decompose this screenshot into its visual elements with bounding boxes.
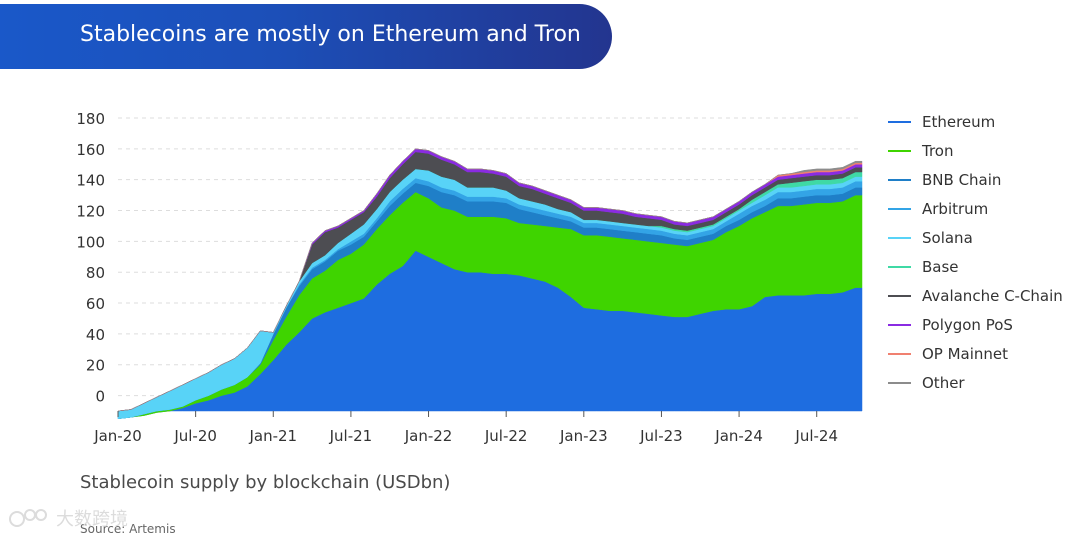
y-tick-label-20: 20 bbox=[86, 357, 105, 375]
legend: Ethereum Tron BNB Chain Arbitrum Solana Base A… bbox=[888, 107, 1078, 397]
legend-swatch-base bbox=[888, 265, 911, 268]
legend-item-ethereum: Ethereum bbox=[888, 107, 1078, 136]
legend-swatch-bnb-chain bbox=[888, 178, 911, 181]
legend-swatch-op-mainnet bbox=[888, 352, 911, 355]
legend-label-base: Base bbox=[922, 257, 959, 276]
legend-label-arbitrum: Arbitrum bbox=[922, 199, 989, 218]
watermark-text: 大数跨境 bbox=[56, 509, 128, 530]
x-tick-label-jan-22: Jan-22 bbox=[404, 427, 453, 445]
y-tick-label-40: 40 bbox=[86, 326, 105, 344]
legend-label-solana: Solana bbox=[922, 228, 973, 247]
y-tick-label-80: 80 bbox=[86, 264, 105, 282]
legend-swatch-solana bbox=[888, 236, 911, 239]
legend-swatch-tron bbox=[888, 149, 911, 152]
y-tick-label-60: 60 bbox=[86, 295, 105, 313]
legend-item-tron: Tron bbox=[888, 136, 1078, 165]
legend-item-other: Other bbox=[888, 368, 1078, 397]
y-tick-label-160: 160 bbox=[76, 141, 105, 159]
series-areas bbox=[117, 148, 863, 419]
legend-item-bnb-chain: BNB Chain bbox=[888, 165, 1078, 194]
legend-label-tron: Tron bbox=[922, 141, 954, 160]
x-tick-label-jul-22: Jul-22 bbox=[484, 427, 528, 445]
x-tick-label-jan-21: Jan-21 bbox=[248, 427, 297, 445]
legend-swatch-polygon-pos bbox=[888, 323, 911, 326]
y-tick-label-180: 180 bbox=[76, 110, 105, 128]
legend-label-ethereum: Ethereum bbox=[922, 112, 996, 131]
legend-item-avalanche-c-chain: Avalanche C-Chain bbox=[888, 281, 1078, 310]
y-tick-label-120: 120 bbox=[76, 203, 105, 221]
legend-label-op-mainnet: OP Mainnet bbox=[922, 344, 1009, 363]
chart-subtitle: Stablecoin supply by blockchain (USDbn) bbox=[80, 472, 451, 493]
legend-label-other: Other bbox=[922, 373, 965, 392]
y-axis-ticks: 0 20 40 60 80 100 120 140 160 180 bbox=[76, 110, 105, 406]
area-other bbox=[117, 148, 863, 412]
x-tick-label-jan-23: Jan-23 bbox=[559, 427, 608, 445]
y-tick-label-100: 100 bbox=[76, 233, 105, 251]
legend-swatch-arbitrum bbox=[888, 207, 911, 210]
legend-swatch-ethereum bbox=[888, 120, 911, 123]
y-tick-label-0: 0 bbox=[95, 388, 105, 406]
y-tick-label-140: 140 bbox=[76, 172, 105, 190]
legend-item-base: Base bbox=[888, 252, 1078, 281]
x-tick-label-jan-20: Jan-20 bbox=[93, 427, 142, 445]
legend-label-avalanche-c-chain: Avalanche C-Chain bbox=[922, 286, 1063, 305]
source-note: Source: Artemis bbox=[80, 522, 176, 536]
watermark-logo-icon bbox=[9, 509, 47, 527]
x-tick-label-jul-21: Jul-21 bbox=[329, 427, 373, 445]
chart-title: Stablecoins are mostly on Ethereum and T… bbox=[80, 22, 581, 47]
x-axis-ticks: Jan-20 Jul-20 Jan-21 Jul-21 Jan-22 Jul-22 Jan-… bbox=[93, 411, 838, 445]
x-tick-label-jul-24: Jul-24 bbox=[794, 427, 838, 445]
legend-label-polygon-pos: Polygon PoS bbox=[922, 315, 1013, 334]
legend-label-bnb-chain: BNB Chain bbox=[922, 170, 1002, 189]
watermark: 大数跨境 bbox=[8, 505, 128, 531]
x-tick-label-jul-20: Jul-20 bbox=[173, 427, 217, 445]
x-tick-label-jan-24: Jan-24 bbox=[714, 427, 763, 445]
legend-swatch-other bbox=[888, 381, 911, 384]
x-tick-label-jul-23: Jul-23 bbox=[639, 427, 683, 445]
header-banner: Stablecoins are mostly on Ethereum and T… bbox=[0, 4, 612, 69]
legend-item-op-mainnet: OP Mainnet bbox=[888, 339, 1078, 368]
legend-item-solana: Solana bbox=[888, 223, 1078, 252]
legend-item-polygon-pos: Polygon PoS bbox=[888, 310, 1078, 339]
legend-swatch-avalanche-c-chain bbox=[888, 294, 911, 297]
legend-item-arbitrum: Arbitrum bbox=[888, 194, 1078, 223]
